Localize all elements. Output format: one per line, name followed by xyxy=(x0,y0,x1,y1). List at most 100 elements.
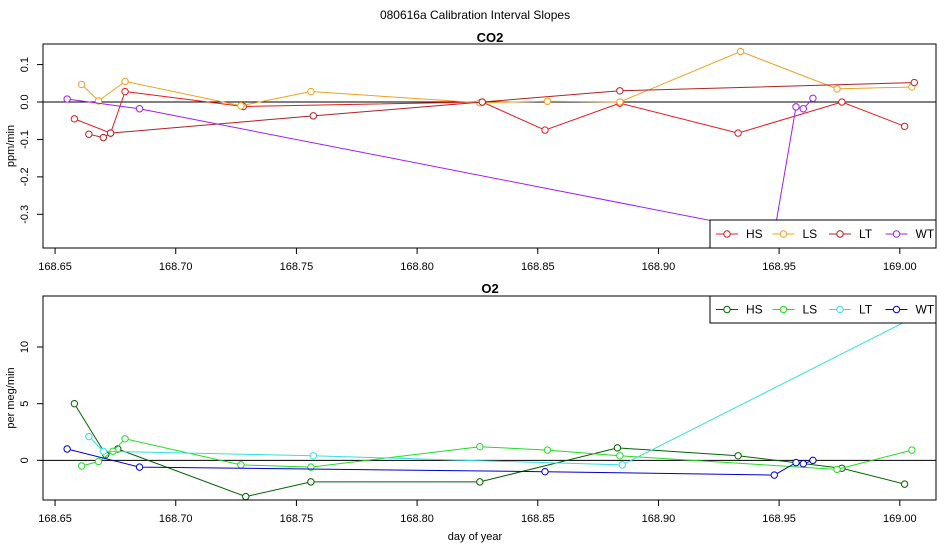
co2-series-ls-point xyxy=(307,87,315,96)
co2-panel: CO2 168.65 168.70 168.75 168.80 168.85 168.90… xyxy=(5,30,937,273)
co2-x-tick-label: 169.00 xyxy=(883,261,917,273)
co2-series-wt-line xyxy=(67,97,814,234)
o2-plot-frame xyxy=(42,295,937,501)
co2-y-tick-label: -0.3 xyxy=(19,205,31,224)
o2-series-wt-point xyxy=(770,471,778,479)
o2-x-tick-label: 168.95 xyxy=(762,513,796,525)
co2-series-lt-line xyxy=(88,82,915,139)
o2-x-tick-label: 169.00 xyxy=(883,513,917,525)
co2-y-axis-label: ppm/min xyxy=(5,125,17,167)
co2-legend: HS LS LT WT xyxy=(709,219,937,249)
o2-series-hs-point xyxy=(242,492,250,500)
o2-legend-label-wt: WT xyxy=(916,303,935,317)
co2-series-hs-line xyxy=(74,90,905,134)
co2-series-lt-point xyxy=(616,87,624,95)
co2-y-tick-label: 0.1 xyxy=(19,57,31,72)
o2-series-lt-line xyxy=(88,305,936,466)
co2-legend-label-lt: LT xyxy=(859,227,873,241)
o2-legend-marker-wt xyxy=(892,305,901,314)
o2-y-axis-label: per meg/min xyxy=(5,367,17,428)
o2-series-hs-point xyxy=(476,478,484,486)
co2-series-ls-line xyxy=(81,50,912,107)
co2-x-tick-label: 168.70 xyxy=(159,261,193,273)
co2-x-tick-label: 168.75 xyxy=(280,261,314,273)
o2-panel: O2 168.65 168.70 168.75 168.80 168.85 168.90 1… xyxy=(5,281,937,543)
co2-y-tick-label: -0.1 xyxy=(19,130,31,149)
o2-x-tick-label: 168.65 xyxy=(38,513,72,525)
co2-series-ls-point xyxy=(121,77,129,86)
co2-series-lt-point xyxy=(478,98,486,106)
o2-series-lt-point xyxy=(99,447,108,455)
co2-series-hs-point xyxy=(838,98,846,106)
o2-series-wt-point xyxy=(135,463,144,471)
o2-legend-label-hs: HS xyxy=(746,303,763,317)
co2-legend-marker-lt xyxy=(836,230,844,238)
o2-series-lt-point xyxy=(618,461,626,469)
co2-series-wt-point xyxy=(135,105,144,113)
o2-series-ls-point xyxy=(476,443,484,451)
co2-series-hs-point xyxy=(541,126,549,134)
co2-series-hs-point xyxy=(734,129,742,137)
co2-series-lt-point xyxy=(910,78,918,87)
co2-plot-area: 168.65 168.70 168.75 168.80 168.85 168.90 168.… xyxy=(19,47,937,273)
o2-y-tick-label: 5 xyxy=(19,401,31,407)
o2-x-tick-label: 168.70 xyxy=(159,513,193,525)
o2-series-wt-point xyxy=(799,460,807,468)
co2-panel-title: CO2 xyxy=(477,30,504,45)
o2-legend-label-ls: LS xyxy=(803,303,818,317)
co2-y-tick-label: 0.0 xyxy=(19,94,31,109)
co2-plot-frame xyxy=(42,43,937,249)
figure-title: 080616a Calibration Interval Slopes xyxy=(380,8,570,22)
o2-series-ls-point xyxy=(121,435,129,443)
o2-y-tick-label: 10 xyxy=(19,341,31,353)
co2-legend-box xyxy=(709,219,937,249)
o2-series-ls-point xyxy=(237,461,245,469)
o2-series-lt-point xyxy=(85,432,93,441)
co2-series-wt-point xyxy=(63,95,71,103)
co2-series-lt-point xyxy=(309,112,318,120)
o2-series-hs-point xyxy=(734,452,742,460)
o2-series-hs-line xyxy=(73,403,905,498)
o2-y-tick-label: 0 xyxy=(19,457,31,463)
o2-x-tick-label: 168.75 xyxy=(280,513,314,525)
co2-series-wt-point xyxy=(809,94,817,102)
co2-series-wt-point xyxy=(799,105,807,113)
co2-legend-marker-ls xyxy=(779,230,788,238)
co2-series-hs-point xyxy=(70,115,79,123)
o2-series-wt-point xyxy=(541,467,549,476)
o2-x-tick-label: 168.90 xyxy=(642,513,676,525)
o2-series-ls-point xyxy=(833,465,841,474)
co2-series-ls-point xyxy=(736,47,745,56)
co2-series-lt-point xyxy=(106,129,115,137)
o2-series-hs-point xyxy=(70,399,79,408)
o2-series-ls-point xyxy=(77,462,86,470)
o2-legend-label-lt: LT xyxy=(859,303,873,317)
o2-series-ls-point xyxy=(543,446,552,454)
co2-legend-label-ls: LS xyxy=(803,227,818,241)
o2-series-hs-point xyxy=(900,480,909,488)
co2-series-wt-point xyxy=(792,103,800,111)
o2-panel-title: O2 xyxy=(481,281,498,296)
o2-x-tick-label: 168.85 xyxy=(521,513,555,525)
co2-series-ls-point xyxy=(543,97,552,105)
o2-legend-marker-hs xyxy=(723,305,731,314)
co2-legend-label-wt: WT xyxy=(916,227,935,241)
o2-series-wt-point xyxy=(792,458,800,467)
o2-series-hs-point xyxy=(613,444,622,452)
o2-series-ls-line xyxy=(81,438,913,470)
co2-series-hs-point xyxy=(900,122,909,131)
co2-x-tick-label: 168.95 xyxy=(762,261,796,273)
o2-series-wt-point xyxy=(809,456,817,465)
o2-series-ls-point xyxy=(94,457,103,466)
co2-series-lt-point xyxy=(85,130,93,138)
o2-legend-marker-lt xyxy=(836,305,844,314)
o2-series-wt-point xyxy=(63,445,71,453)
co2-x-tick-label: 168.85 xyxy=(521,261,555,273)
co2-series-ls-point xyxy=(77,80,86,89)
co2-legend-label-hs: HS xyxy=(746,227,763,241)
o2-series-ls-point xyxy=(616,452,624,460)
x-axis-label: day of year xyxy=(448,531,503,543)
co2-series-ls-point xyxy=(833,85,841,93)
o2-series-hs-point xyxy=(307,478,315,486)
co2-legend-marker-hs xyxy=(723,230,731,238)
